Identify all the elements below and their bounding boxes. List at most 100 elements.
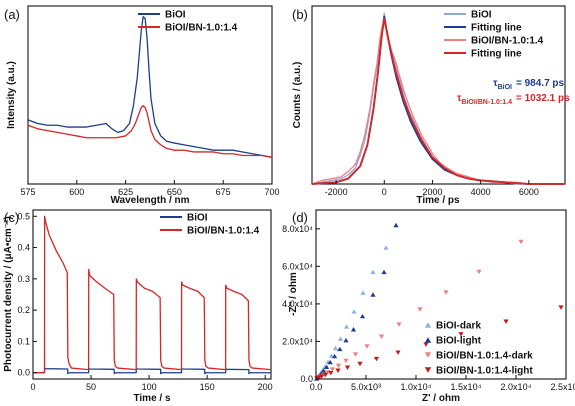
y-tick-label-3-4: 8.0x10⁴ <box>282 224 313 234</box>
y-axis-label-b: Counts / (a.u.) <box>292 62 303 129</box>
series-3-2-point-7 <box>343 358 349 364</box>
series-3-2-point-6 <box>335 363 342 369</box>
series-0-1-line <box>27 105 273 158</box>
y-tick-label-2-2: 0.2 <box>17 305 30 315</box>
plot-area-a <box>27 5 273 185</box>
panel-b: (b) -2000 0 2000 4000 6000 BiOI Fitting line B… <box>292 5 570 206</box>
series-2-0-line <box>33 367 271 375</box>
series-3-2-point-14 <box>476 269 482 275</box>
y-tick-label-2-5: 0.5 <box>17 211 30 221</box>
legend-swatch-3-1 <box>424 337 432 343</box>
series-3-3-point-8 <box>373 356 380 362</box>
x-tick-label-1-2: 2000 <box>422 187 442 197</box>
series-1-3-line <box>311 17 565 185</box>
x-tick-label-1-1: 0 <box>382 187 387 197</box>
series-3-1-point-12 <box>370 292 376 297</box>
plot-area-c <box>32 209 272 380</box>
series-3-0-point-9 <box>337 336 344 341</box>
y-axis-label-a: Intensity (a.u.) <box>6 61 17 129</box>
y-tick-label-2-0: 0.0 <box>17 368 30 378</box>
x-tick-label-3-5: 2.5x10⁴ <box>551 382 575 392</box>
series-3-2-point-11 <box>396 322 402 327</box>
plot-area-b <box>311 5 566 185</box>
panel-c: (c) 0 50 100 150 200 0.0 0.1 0.2 0.3 0.4 0.5 BiOI B… <box>3 209 273 404</box>
panel-label-b: (b) <box>292 7 308 22</box>
series-3-0-point-13 <box>370 269 376 275</box>
y-axis-label-c: Photocurrent density / (μA•cm⁻²) <box>3 216 14 371</box>
legend-label-1-3: Fitting line <box>471 49 522 60</box>
series-3-1-point-6 <box>327 359 333 365</box>
series-3-2-point-13 <box>443 290 449 295</box>
series-3-3-point-7 <box>357 361 363 367</box>
series-3-3-point-5 <box>335 368 341 373</box>
x-tick-label-3-0: 0.0 <box>310 382 323 392</box>
x-tick-label-3-3: 1.5x10⁴ <box>451 382 482 392</box>
x-tick-label-3-1: 5.0x10³ <box>351 382 381 392</box>
series-3-2-point-9 <box>364 344 370 349</box>
x-tick-label-0-2: 625 <box>118 187 133 197</box>
x-tick-label-2-4: 200 <box>258 382 273 392</box>
series-3-1-point-14 <box>393 222 399 228</box>
series-3-1-point-7 <box>332 353 338 359</box>
series-3-2-point-8 <box>352 352 359 357</box>
panel-label-d: (d) <box>292 210 308 225</box>
series-3-3-point-6 <box>344 365 351 370</box>
x-tick-label-0-0: 575 <box>20 187 35 197</box>
legend-label-1-0: BiOI <box>471 10 492 21</box>
series-3-3-point-10 <box>423 342 429 347</box>
series-3-0-point-10 <box>343 324 350 329</box>
x-axis-label-a: Wavelength / nm <box>110 195 189 206</box>
series-3-3-point-3 <box>322 372 329 378</box>
series-3-3-point-1 <box>316 375 322 380</box>
series-3-3-point-13 <box>558 305 564 310</box>
series-3-3-point-9 <box>395 350 401 355</box>
legend-label-2-0: BiOI <box>187 213 208 224</box>
tau-value-1: = 1032.1 ps <box>516 93 570 104</box>
series-3-1-point-11 <box>359 313 366 319</box>
x-axis-label-d: Z' / ohm <box>422 393 460 404</box>
x-tick-label-2-0: 0 <box>30 382 35 392</box>
y-tick-label-2-4: 0.4 <box>17 243 30 253</box>
series-3-2-point-10 <box>378 334 385 339</box>
series-3-0-point-8 <box>332 345 339 351</box>
legend-label-0-0: BiOI <box>165 10 186 21</box>
x-tick-label-0-3: 650 <box>167 187 182 197</box>
x-tick-label-3-2: 1.0x10⁴ <box>401 382 432 392</box>
series-3-3-point-12 <box>503 319 509 324</box>
series-3-0-point-14 <box>383 245 389 250</box>
x-tick-label-1-3: 4000 <box>471 187 491 197</box>
x-tick-label-2-1: 50 <box>86 382 96 392</box>
panel-a: (a) 575 600 625 650 675 700 BiOI BiOI/BN-1.0:1… <box>4 5 280 206</box>
x-tick-label-2-2: 100 <box>142 382 157 392</box>
x-tick-label-1-4: 6000 <box>519 187 539 197</box>
tau-annotation-1: τBiOI/BN-1.0:1.4 <box>457 93 512 106</box>
series-3-2-point-5 <box>329 367 336 372</box>
panel-label-a: (a) <box>4 7 20 22</box>
x-tick-label-0-5: 700 <box>264 187 279 197</box>
series-3-2-point-15 <box>518 239 524 245</box>
series-3-1-point-10 <box>350 327 357 332</box>
y-tick-label-3-2: 4.0x10⁴ <box>282 299 313 309</box>
panel-label-c: (c) <box>4 210 19 225</box>
legend-label-1-2: BiOI/BN-1.0:1.4 <box>471 36 544 47</box>
legend-label-3-3: BiOI/BN-1.0:1.4-light <box>436 366 533 377</box>
series-3-1-point-9 <box>343 337 349 343</box>
series-3-1-point-13 <box>381 269 387 275</box>
legend-label-3-0: BiOI-dark <box>436 321 481 332</box>
series-3-2-point-12 <box>417 307 423 312</box>
legend-label-3-1: BiOI-light <box>436 336 482 347</box>
y-tick-label-2-1: 0.1 <box>17 336 30 346</box>
tau-annotation-0: τBiOI <box>493 78 512 91</box>
y-tick-label-3-3: 6.0x10⁴ <box>282 261 313 271</box>
x-tick-label-0-4: 675 <box>216 187 231 197</box>
series-3-0-point-12 <box>360 290 366 295</box>
series-3-3-point-2 <box>319 374 325 379</box>
legend-label-3-2: BiOI/BN-1.0:1.4-dark <box>436 351 533 362</box>
legend-label-1-1: Fitting line <box>471 23 522 34</box>
x-tick-label-3-4: 2.0x10⁴ <box>501 382 532 392</box>
y-axis-label-d: -Z'' / ohm <box>288 272 299 316</box>
x-axis-label-b: Time / ps <box>416 195 460 206</box>
legend-label-2-1: BiOI/BN-1.0:1.4 <box>187 226 260 237</box>
legend-label-0-1: BiOI/BN-1.0:1.4 <box>165 23 238 34</box>
